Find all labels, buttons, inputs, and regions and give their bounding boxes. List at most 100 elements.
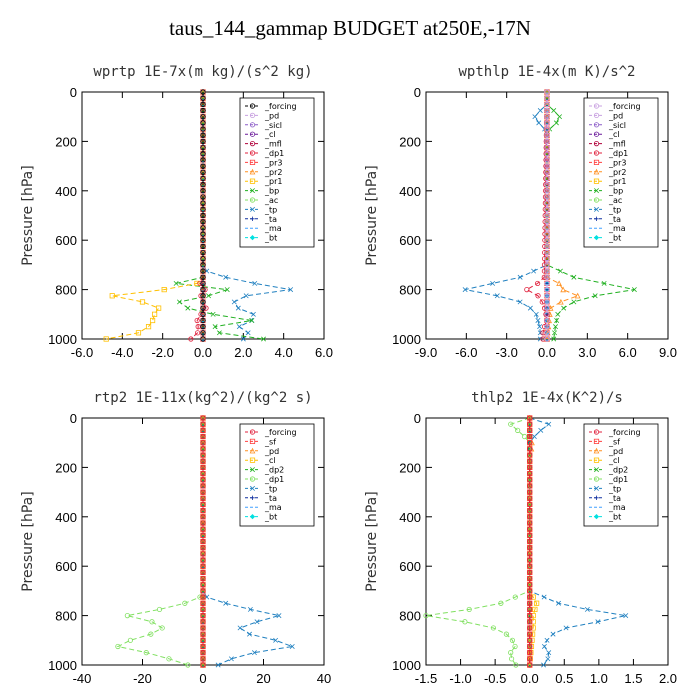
data-point [200,483,206,489]
data-point [240,336,246,342]
y-tick-label: 600 [399,233,421,248]
data-point [247,631,252,637]
data-point [552,330,558,336]
legend-label: _dp1 [608,475,628,484]
data-point [544,163,550,169]
data-point [537,108,543,114]
y-tick-label: 0 [70,411,77,426]
legend-label: _pr1 [264,177,282,186]
data-point [289,643,295,649]
legend-item-sicl: _sicl [245,121,282,130]
data-point [200,458,206,464]
x-tick-label: 6.0 [619,345,637,360]
legend-item-ma: _ma [589,224,626,233]
legend-marker [250,206,255,212]
legend-item-ac: _ac [245,196,278,205]
data-point [601,280,607,286]
panel-2: wpthlp 1E-4x(m K)/s^2 Pressure [hPa] -9.0 -… [364,64,677,360]
data-point [185,305,191,311]
data-point [556,280,562,287]
plot-area [423,414,629,668]
data-point [517,274,523,280]
data-point [182,600,188,606]
x-tick-label: 40 [317,671,331,686]
data-point [200,212,206,219]
data-point [544,89,550,95]
data-point [200,643,206,650]
data-point [200,274,206,280]
legend-marker [593,513,600,520]
data-point [423,612,429,619]
data-point [210,311,216,317]
data-point [544,243,550,249]
data-point [527,433,533,440]
legend-label: _bp [608,187,623,196]
series-forcing [200,415,206,668]
data-point [200,489,206,495]
legend-marker [593,438,600,445]
legend-label: _dp1 [264,475,284,484]
data-point [537,324,543,330]
legend-marker [593,429,600,435]
series-dp1 [115,415,206,668]
data-point [531,268,537,274]
legend-item-tp: _tp [589,205,621,214]
data-point [273,637,279,643]
data-point [542,231,548,237]
data-point [200,324,206,330]
legend-label: _pd [608,111,623,120]
y-tick-label: 0 [414,411,421,426]
data-point [527,631,533,637]
data-point [195,330,201,336]
legend-item-forcing: _forcing [245,102,297,111]
figure-title: taus_144_gammap BUDGET at250E,-17N [169,16,531,40]
y-tick-label: 800 [399,283,421,298]
data-point [252,280,258,286]
y-tick-label: 800 [55,283,77,298]
data-point [494,293,500,299]
panel-4: thlp2 1E-4x(K^2)/s Pressure [hPa] -1.5 -1.0… [364,390,677,686]
data-point [535,293,541,299]
data-point [200,464,206,470]
data-point [148,631,154,637]
legend-label: _bp [264,187,279,196]
legend-marker [594,216,599,221]
data-point [200,126,206,132]
legend-item-pr1: _pr1 [245,177,282,186]
series-pr2 [544,88,581,342]
data-point [544,157,550,163]
x-tick-label: -1.0 [449,671,471,686]
data-point [508,421,514,427]
plot-frame [425,417,669,666]
legend-label: _pr2 [608,168,626,177]
data-point [544,317,550,324]
series-line [116,418,204,666]
legend-marker [594,188,599,194]
series-forcing [527,415,533,668]
legend-marker [593,122,600,128]
data-point [527,606,533,613]
legend-label: _pr1 [608,177,626,186]
data-point [544,305,550,311]
legend-marker [593,476,600,482]
data-point [527,508,533,514]
legend-item-pr1: _pr1 [589,177,626,186]
data-point [200,514,206,520]
legend-label: _ta [264,494,277,503]
data-point [200,219,206,225]
data-point [534,280,541,287]
legend-label: _ta [608,494,621,503]
data-point [527,625,533,631]
data-point [251,650,257,656]
data-point [200,446,206,452]
legend-label: _tp [264,484,277,493]
legend-label: _pr2 [264,168,282,177]
data-point [200,144,206,151]
data-point [202,286,208,293]
legend-marker [593,447,600,454]
data-point [544,311,550,317]
data-point [545,656,551,662]
legend-item-ma: _ma [245,224,282,233]
data-point [223,600,229,606]
data-point [200,656,206,662]
